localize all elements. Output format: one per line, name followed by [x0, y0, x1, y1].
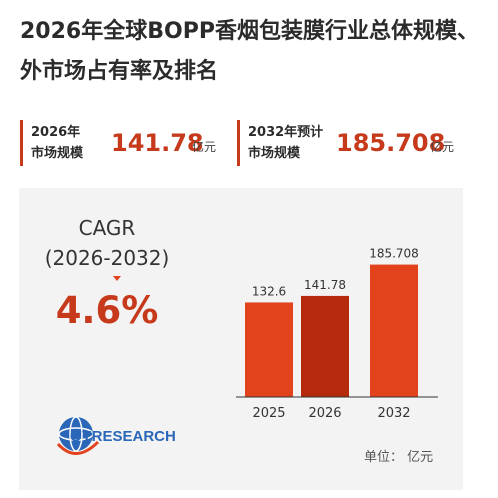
stat-label-line-1: 2032年预计 [248, 125, 324, 140]
x-tick-2032: 2032 [377, 406, 410, 421]
cagr-label-line-2: (2026-2032) [44, 246, 170, 270]
stat-label: 2026年 市场规模 [31, 122, 83, 164]
bar-2032 [370, 264, 418, 397]
stat-unit: 亿元 [430, 140, 455, 154]
stat-value: 185.708 [336, 129, 446, 157]
cagr-value: 4.6% [55, 289, 159, 332]
bar-2025 [245, 302, 293, 397]
qyresearch-logo-icon [56, 416, 100, 455]
stat-label: 2032年预计 市场规模 [248, 122, 323, 164]
cagr-label: CAGR (2026-2032) [32, 213, 182, 273]
page-title: 2026年全球BOPP香烟包装膜行业总体规模、 外市场占有率及排名 [20, 12, 490, 92]
down-arrow-icon [113, 276, 121, 281]
stat-value: 141.78 [111, 129, 204, 157]
data-label-2026: 141.78 [304, 278, 346, 292]
bar-2026 [301, 295, 349, 397]
stat-unit: 亿元 [192, 140, 217, 154]
x-tick-2026: 2026 [308, 406, 341, 421]
data-label-2025: 132.6 [252, 284, 286, 298]
logo-text: QYRESEARCH [70, 428, 176, 445]
unit-note: 单位： 亿元 [364, 450, 434, 465]
stat-label-line-2: 市场规模 [31, 146, 84, 161]
title-line-2: 外市场占有率及排名 [20, 59, 219, 84]
cagr-label-line-1: CAGR [78, 216, 136, 240]
stat-2026-market-size: 2026年 市场规模 141.78 亿元 [20, 120, 223, 166]
title-line-1: 2026年全球BOPP香烟包装膜行业总体规模、 [20, 19, 479, 44]
x-tick-2025: 2025 [252, 406, 285, 421]
stat-2032-forecast-market-size: 2032年预计 市场规模 185.708 亿元 [237, 120, 470, 166]
stat-label-line-1: 2026年 [31, 125, 81, 140]
data-label-2032: 185.708 [369, 247, 419, 261]
stat-label-line-2: 市场规模 [248, 146, 301, 161]
